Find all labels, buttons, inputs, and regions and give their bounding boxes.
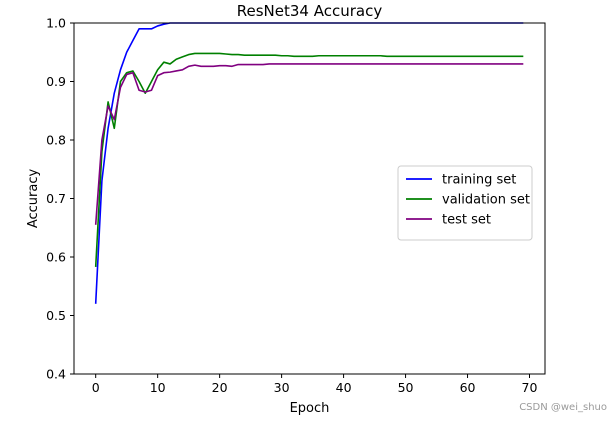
y-tick-label: 0.9: [46, 74, 66, 89]
legend-label-0: training set: [442, 173, 516, 188]
y-tick-label: 0.4: [46, 367, 66, 382]
x-tick-label: 20: [212, 380, 228, 395]
axes-layer: 0 10 20 30 40 50 60 70 0.4 0.5 0.6 0.7 0.8 0.9 1.0: [46, 16, 546, 395]
x-tick-label: 40: [336, 380, 352, 395]
y-tick-label: 0.6: [46, 250, 66, 265]
x-tick-label: 70: [522, 380, 538, 395]
x-tick-label: 60: [460, 380, 476, 395]
legend-label-2: test set: [442, 213, 491, 228]
series-line-0: [94, 22, 524, 304]
legend-label-1: validation set: [442, 193, 530, 208]
series-layer: [94, 22, 524, 304]
y-tick-label: 0.7: [46, 191, 66, 206]
legend-box: [397, 165, 533, 241]
series-line-1: [94, 52, 524, 267]
chart-title: ResNet34 Accuracy: [237, 2, 383, 20]
y-axis-title: Accuracy: [26, 169, 41, 229]
watermark-text: CSDN @wei_shuo: [519, 402, 607, 413]
y-tick-label: 1.0: [46, 16, 66, 31]
x-tick-label: 50: [398, 380, 414, 395]
chart-legend: training set validation set test set: [397, 165, 533, 241]
x-tick-label: 30: [274, 380, 290, 395]
x-axis-title: Epoch: [290, 401, 330, 416]
y-tick-label: 0.8: [46, 133, 66, 148]
x-tick-label: 0: [92, 380, 100, 395]
x-tick-label: 10: [150, 380, 166, 395]
series-line-2: [94, 63, 524, 225]
y-tick-label: 0.5: [46, 308, 66, 323]
